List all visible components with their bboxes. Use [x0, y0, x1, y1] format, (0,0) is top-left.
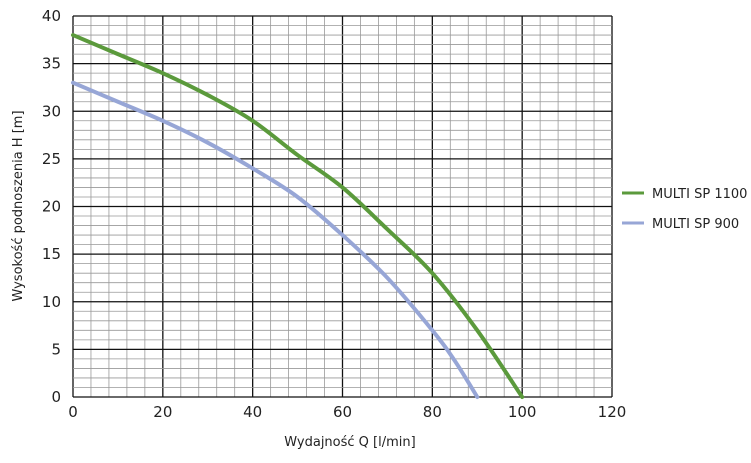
x-tick-label: 0	[68, 403, 78, 421]
y-tick-label: 15	[42, 245, 61, 263]
x-tick-label: 60	[333, 403, 352, 421]
series-line-multi-sp-900	[71, 80, 480, 399]
x-tick-label: 100	[508, 403, 537, 421]
x-tick-label: 20	[153, 403, 172, 421]
x-tick-label: 120	[598, 403, 627, 421]
x-tick-label: 80	[423, 403, 442, 421]
legend-label: MULTI SP 900	[652, 217, 739, 232]
curves	[71, 33, 525, 399]
ticks: 0 20 40 60 80 100 120 0 5 10 15 20 25 30 35 40	[42, 7, 626, 421]
y-tick-label: 5	[51, 340, 61, 358]
legend: MULTI SP 1100 MULTI SP 900	[622, 187, 747, 232]
series-line-multi-sp-1100	[71, 33, 525, 399]
y-tick-label: 30	[42, 102, 61, 120]
y-axis-label: Wysokość podnoszenia H [m]	[11, 110, 26, 301]
y-tick-label: 35	[42, 55, 61, 73]
grid	[72, 15, 613, 398]
x-tick-label: 40	[243, 403, 262, 421]
y-tick-label: 40	[42, 7, 61, 25]
y-tick-label: 0	[51, 388, 61, 406]
legend-label: MULTI SP 1100	[652, 187, 747, 202]
y-tick-label: 20	[42, 198, 61, 216]
x-axis-label: Wydajność Q [l/min]	[284, 435, 415, 450]
y-tick-label: 10	[42, 293, 61, 311]
y-tick-label: 25	[42, 150, 61, 168]
